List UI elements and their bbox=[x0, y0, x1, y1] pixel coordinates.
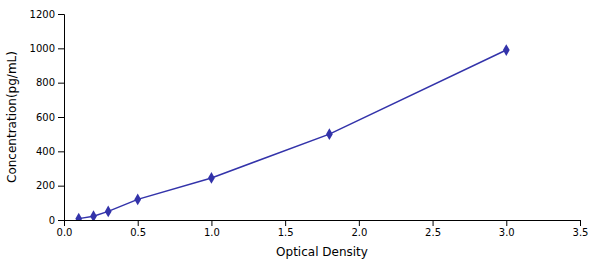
x-tick: 0.0 bbox=[57, 220, 73, 238]
point bbox=[90, 210, 97, 220]
y-tick: 1200 bbox=[30, 9, 64, 20]
x-tick: 2.5 bbox=[425, 220, 441, 238]
y-tick-mark bbox=[58, 220, 64, 221]
x-tick-label: 0.0 bbox=[57, 227, 73, 238]
y-tick-label: 1000 bbox=[30, 43, 55, 54]
x-tick-mark bbox=[138, 220, 139, 226]
y-tick: 200 bbox=[36, 180, 64, 191]
marks bbox=[75, 44, 509, 220]
x-tick-mark bbox=[580, 220, 581, 226]
x-tick-label: 2.5 bbox=[425, 227, 441, 238]
x-axis-title: Optical Density bbox=[276, 245, 368, 259]
x-tick-label: 3.0 bbox=[499, 227, 515, 238]
y-tick: 600 bbox=[36, 112, 64, 123]
y-tick-mark bbox=[58, 14, 64, 15]
y-tick-mark bbox=[58, 83, 64, 84]
point bbox=[208, 172, 215, 184]
x-tick-mark bbox=[211, 220, 212, 226]
chart-container: 0.0 0.5 1.0 1.5 2.0 2.5 3.0 3.5 0 200 400 600 800 100… bbox=[0, 0, 602, 264]
x-tick-label: 3.5 bbox=[573, 227, 589, 238]
x-tick-label: 0.5 bbox=[130, 227, 146, 238]
x-axis-line bbox=[65, 221, 581, 227]
x-tick-label: 2.0 bbox=[351, 227, 367, 238]
y-axis-title: Concentration(pg/mL) bbox=[5, 51, 19, 183]
y-axis: 0 200 400 600 800 1000 1200 bbox=[30, 9, 65, 226]
x-tick-mark bbox=[433, 220, 434, 226]
x-tick: 1.0 bbox=[204, 220, 220, 238]
y-tick: 400 bbox=[36, 146, 64, 157]
x-tick: 2.0 bbox=[351, 220, 367, 238]
y-tick-label: 200 bbox=[36, 180, 55, 191]
x-tick-mark bbox=[506, 220, 507, 226]
point bbox=[134, 194, 141, 206]
y-tick-mark bbox=[58, 151, 64, 152]
point bbox=[75, 213, 82, 220]
x-tick-mark bbox=[285, 220, 286, 226]
point bbox=[105, 206, 112, 218]
chart-svg: 0.0 0.5 1.0 1.5 2.0 2.5 3.0 3.5 0 200 400 600 800 100… bbox=[0, 0, 602, 264]
y-tick-mark bbox=[58, 48, 64, 49]
x-tick: 1.5 bbox=[278, 220, 294, 238]
x-tick-label: 1.0 bbox=[204, 227, 220, 238]
y-tick-label: 800 bbox=[36, 77, 55, 88]
y-tick-mark bbox=[58, 117, 64, 118]
y-tick-label: 600 bbox=[36, 112, 55, 123]
y-tick: 800 bbox=[36, 77, 64, 88]
x-tick-label: 1.5 bbox=[278, 227, 294, 238]
x-tick-mark bbox=[359, 220, 360, 226]
line bbox=[79, 50, 507, 219]
x-axis: 0.0 0.5 1.0 1.5 2.0 2.5 3.0 3.5 bbox=[57, 220, 589, 238]
y-axis-line bbox=[58, 15, 65, 221]
y-tick: 0 bbox=[49, 215, 64, 226]
plot-area: 0.0 0.5 1.0 1.5 2.0 2.5 3.0 3.5 0 200 400 600 800 100… bbox=[5, 9, 588, 259]
x-tick: 3.5 bbox=[573, 220, 589, 238]
y-tick: 1000 bbox=[30, 43, 64, 54]
y-tick-mark bbox=[58, 186, 64, 187]
point bbox=[503, 44, 510, 56]
y-tick-label: 1200 bbox=[30, 9, 55, 20]
y-tick-label: 0 bbox=[49, 215, 55, 226]
x-tick: 0.5 bbox=[130, 220, 146, 238]
y-tick-label: 400 bbox=[36, 146, 55, 157]
point bbox=[326, 128, 333, 140]
x-tick: 3.0 bbox=[499, 220, 515, 238]
